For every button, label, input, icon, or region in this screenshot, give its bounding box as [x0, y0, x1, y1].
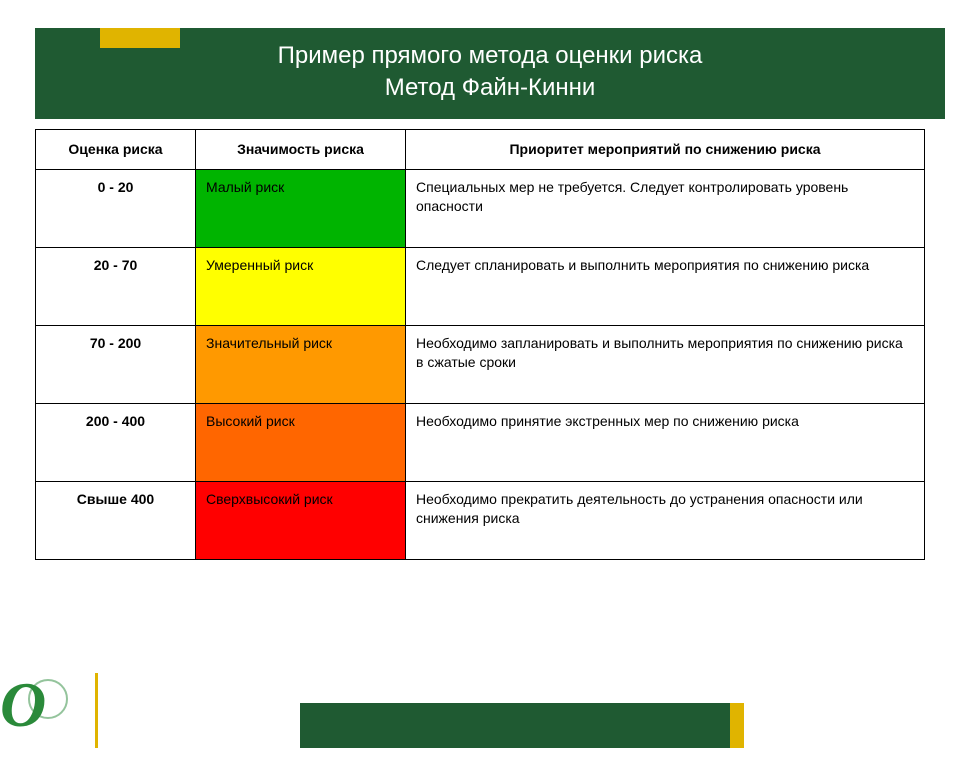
table-row: 0 - 20Малый рискСпециальных мер не требу… [36, 169, 925, 247]
cell-significance: Умеренный риск [196, 247, 406, 325]
cell-priority: Специальных мер не требуется. Следует ко… [406, 169, 925, 247]
cell-priority: Необходимо запланировать и выполнить мер… [406, 325, 925, 403]
risk-table-body: 0 - 20Малый рискСпециальных мер не требу… [36, 169, 925, 559]
cell-priority: Необходимо прекратить деятельность до ус… [406, 481, 925, 559]
table-row: 200 - 400Высокий рискНеобходимо принятие… [36, 403, 925, 481]
risk-table-wrap: Оценка риска Значимость риска Приоритет … [35, 129, 925, 560]
title-line1: Пример прямого метода оценки риска [55, 40, 925, 72]
footer-dark-box [300, 703, 730, 748]
footer-logo: О [0, 673, 85, 758]
footer: О [0, 673, 960, 748]
cell-score: Свыше 400 [36, 481, 196, 559]
table-row: Свыше 400Сверхвысокий рискНеобходимо пре… [36, 481, 925, 559]
risk-table: Оценка риска Значимость риска Приоритет … [35, 129, 925, 560]
table-row: 70 - 200Значительный рискНеобходимо запл… [36, 325, 925, 403]
footer-accent-box [730, 703, 744, 748]
cell-score: 20 - 70 [36, 247, 196, 325]
table-header-row: Оценка риска Значимость риска Приоритет … [36, 129, 925, 169]
cell-score: 200 - 400 [36, 403, 196, 481]
table-row: 20 - 70Умеренный рискСледует спланироват… [36, 247, 925, 325]
cell-significance: Малый риск [196, 169, 406, 247]
cell-significance: Высокий риск [196, 403, 406, 481]
cell-priority: Необходимо принятие экстренных мер по сн… [406, 403, 925, 481]
logo-circle-icon [28, 679, 68, 719]
cell-score: 70 - 200 [36, 325, 196, 403]
cell-significance: Значительный риск [196, 325, 406, 403]
title-line2: Метод Файн-Кинни [55, 72, 925, 104]
col-header-priority: Приоритет мероприятий по снижению риска [406, 129, 925, 169]
col-header-significance: Значимость риска [196, 129, 406, 169]
footer-vline [95, 673, 98, 748]
col-header-score: Оценка риска [36, 129, 196, 169]
cell-significance: Сверхвысокий риск [196, 481, 406, 559]
cell-priority: Следует спланировать и выполнить меропри… [406, 247, 925, 325]
top-accent-strip [100, 28, 180, 48]
cell-score: 0 - 20 [36, 169, 196, 247]
